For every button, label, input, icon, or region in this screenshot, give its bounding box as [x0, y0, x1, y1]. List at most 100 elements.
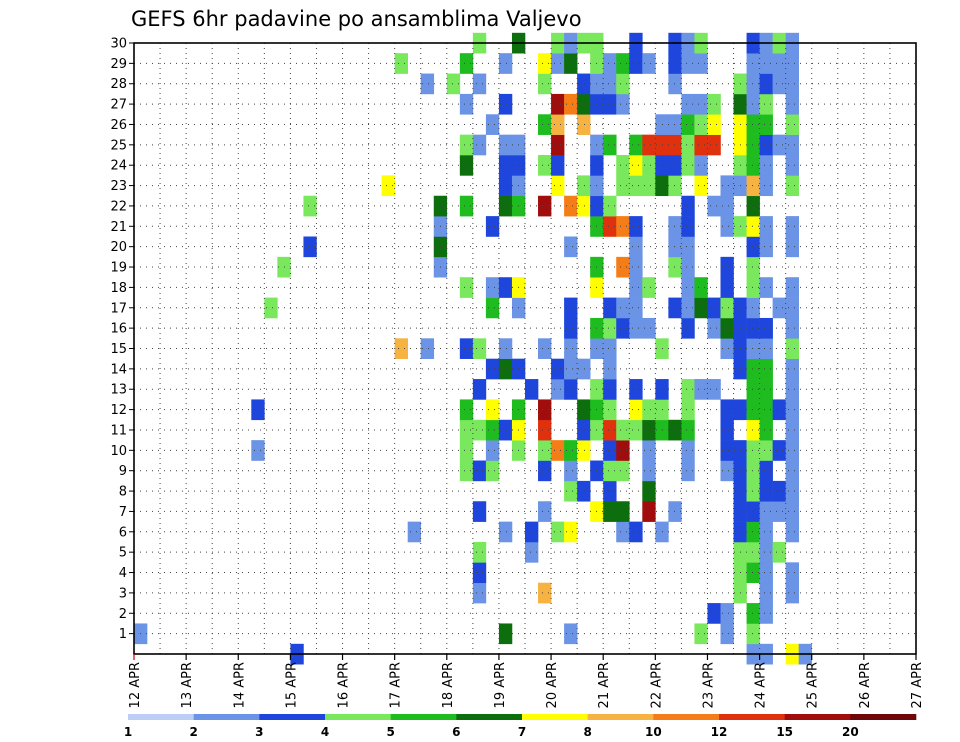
heatmap-cell [498, 338, 513, 359]
heatmap-cell [498, 419, 513, 441]
heatmap-cell [420, 73, 435, 95]
heatmap-cell [720, 195, 734, 217]
heatmap-cell [720, 603, 734, 624]
heatmap-cell [759, 562, 773, 584]
heatmap-cell [720, 623, 734, 645]
heatmap-cell [564, 521, 578, 543]
colorbar-tick-label: 15 [776, 725, 793, 739]
x-tick-label: 18 APR [441, 662, 456, 708]
heatmap-cell [603, 379, 617, 400]
heatmap-cell [681, 440, 695, 461]
heatmap-cell [538, 195, 552, 217]
heatmap-cell [746, 195, 760, 217]
heatmap-cell [681, 379, 695, 400]
y-tick-label: 16 [110, 322, 127, 337]
heatmap-cell [759, 155, 773, 176]
heatmap-cell [759, 582, 773, 604]
heatmap-cell [642, 399, 656, 421]
heatmap-cell [498, 195, 513, 217]
heatmap-cell [759, 236, 773, 258]
heatmap-cell [564, 440, 578, 461]
heatmap-cell [785, 562, 799, 584]
heatmap-cell [629, 256, 643, 278]
x-tick-label: 25 APR [806, 662, 821, 708]
heatmap-cell [785, 440, 799, 461]
heatmap-cell [785, 297, 799, 319]
heatmap-cell [538, 399, 552, 421]
heatmap-cell [642, 134, 656, 156]
heatmap-cell [551, 155, 565, 176]
heatmap-cell [564, 297, 578, 319]
heatmap-cell [498, 175, 513, 197]
heatmap-cell [551, 175, 565, 197]
y-tick-label: 20 [110, 240, 127, 255]
heatmap-cell [616, 501, 630, 522]
heatmap-cell [694, 134, 708, 156]
heatmap-cell [681, 399, 695, 421]
heatmap-cell [694, 93, 708, 115]
heatmap-cell [459, 419, 474, 441]
heatmap-cell [668, 256, 682, 278]
y-tick-label: 23 [110, 179, 127, 194]
heatmap-cell [746, 480, 760, 502]
heatmap-cell [577, 358, 591, 380]
heatmap-cell [707, 297, 721, 319]
heatmap-cell [551, 521, 565, 543]
heatmap-cell [485, 419, 500, 441]
heatmap-cell [668, 73, 682, 95]
colorbar-swatch [522, 714, 588, 720]
heatmap-cell [720, 277, 734, 298]
heatmap-cell [746, 603, 760, 624]
heatmap-cell [538, 582, 552, 604]
y-tick-label: 25 [110, 138, 127, 153]
y-tick-label: 15 [110, 342, 127, 357]
x-tick-label: 27 APR [910, 662, 925, 708]
colorbar-tick-label: 7 [518, 725, 526, 739]
heatmap-cell [538, 338, 552, 359]
heatmap-cell [746, 73, 760, 95]
heatmap-cell [472, 562, 487, 584]
heatmap-cell [746, 317, 760, 339]
heatmap-cell [459, 277, 474, 298]
colorbar-tick-label: 12 [711, 725, 728, 739]
heatmap-cell [707, 195, 721, 217]
heatmap-cell [720, 419, 734, 441]
x-tick-label: 26 APR [858, 662, 873, 708]
heatmap-cell [694, 53, 708, 74]
heatmap-cell [720, 440, 734, 461]
colorbar-tick-label: 3 [255, 725, 263, 739]
heatmap-cell [459, 155, 474, 176]
heatmap-cell [759, 53, 773, 74]
heatmap-cell [577, 480, 591, 502]
heatmap-cell [303, 236, 317, 258]
heatmap-cell [785, 175, 799, 197]
y-tick-label: 3 [119, 586, 127, 601]
heatmap-cell [498, 134, 513, 156]
heatmap-cell [759, 521, 773, 543]
heatmap-cell [616, 256, 630, 278]
heatmap-cell [616, 155, 630, 176]
heatmap-cell [668, 236, 682, 258]
heatmap-cell [720, 338, 734, 359]
heatmap-cell [603, 419, 617, 441]
heatmap-cell [785, 419, 799, 441]
heatmap-cell [694, 379, 708, 400]
heatmap-cell [668, 114, 682, 135]
colorbar-tick-label: 10 [645, 725, 662, 739]
heatmap-cell [681, 256, 695, 278]
y-tick-label: 9 [119, 464, 127, 479]
heatmap-cell [459, 440, 474, 461]
heatmap-cell [616, 317, 630, 339]
heatmap-cell [681, 195, 695, 217]
heatmap-cell [759, 317, 773, 339]
y-tick-label: 27 [110, 98, 127, 113]
heatmap-cell [785, 93, 799, 115]
heatmap-cell [551, 379, 565, 400]
heatmap-cell [525, 541, 539, 563]
heatmap-cell [629, 297, 643, 319]
heatmap-cell [485, 114, 500, 135]
x-tick-label: 24 APR [754, 662, 769, 708]
x-tick-label: 23 APR [701, 662, 716, 708]
heatmap-cell [785, 134, 799, 156]
